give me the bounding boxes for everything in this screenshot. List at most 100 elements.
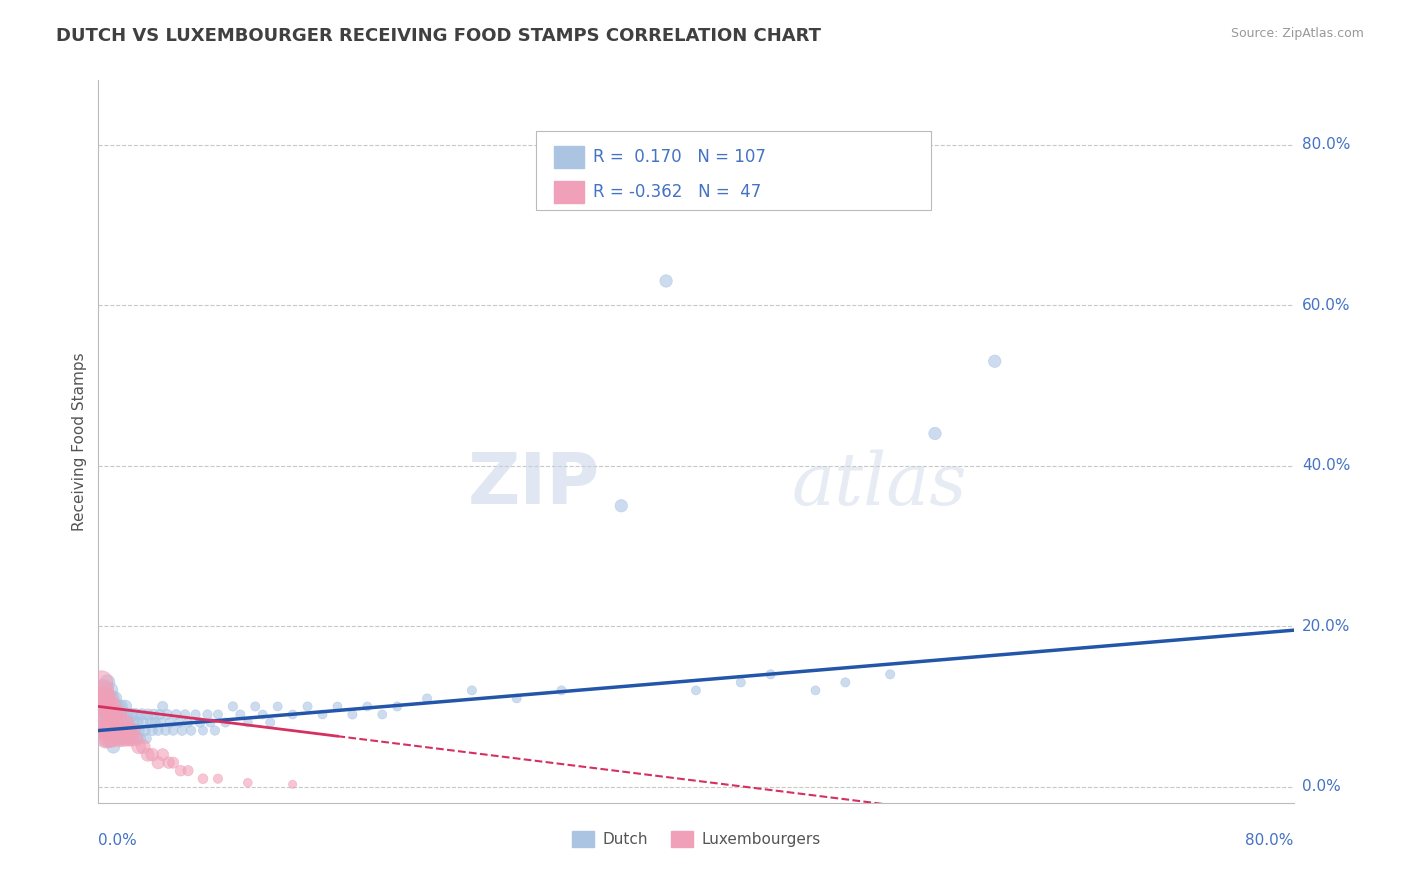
Point — [252, 707, 274, 722]
Text: R = -0.362   N =  47: R = -0.362 N = 47 — [593, 183, 761, 201]
Point — [730, 675, 752, 690]
Point — [834, 675, 856, 690]
Text: Source: ZipAtlas.com: Source: ZipAtlas.com — [1230, 27, 1364, 40]
Point — [177, 715, 200, 730]
Text: DUTCH VS LUXEMBOURGER RECEIVING FOOD STAMPS CORRELATION CHART: DUTCH VS LUXEMBOURGER RECEIVING FOOD STA… — [56, 27, 821, 45]
Point — [180, 723, 202, 738]
Point — [98, 707, 122, 722]
Point — [101, 715, 124, 730]
Point — [152, 699, 174, 714]
Point — [191, 723, 214, 738]
Point — [120, 707, 142, 722]
Point — [97, 699, 120, 714]
Point — [120, 731, 142, 746]
Point — [129, 731, 152, 746]
Point — [111, 731, 134, 746]
Point — [112, 715, 135, 730]
Point — [98, 683, 122, 698]
Point — [174, 707, 197, 722]
Point — [259, 715, 281, 730]
FancyBboxPatch shape — [536, 131, 931, 211]
Text: 0.0%: 0.0% — [98, 833, 138, 848]
Point — [132, 715, 155, 730]
Point — [115, 707, 138, 722]
Point — [112, 731, 135, 746]
Point — [134, 723, 156, 738]
Point — [101, 691, 124, 706]
Text: 80.0%: 80.0% — [1246, 833, 1294, 848]
Point — [103, 707, 125, 722]
Point — [104, 715, 127, 730]
Point — [550, 683, 572, 698]
Point — [93, 691, 115, 706]
Point — [162, 756, 184, 770]
Point — [105, 723, 128, 738]
Point — [94, 731, 117, 746]
Point — [125, 731, 148, 746]
Text: 80.0%: 80.0% — [1302, 137, 1350, 152]
Point — [150, 715, 173, 730]
Point — [110, 723, 132, 738]
Point — [804, 683, 827, 698]
Point — [281, 777, 304, 791]
Point — [156, 707, 179, 722]
Point — [984, 354, 1007, 368]
Point — [105, 707, 128, 722]
Point — [104, 723, 127, 738]
Point — [101, 699, 124, 714]
Point — [121, 723, 143, 738]
Point — [236, 715, 259, 730]
Point — [128, 739, 150, 754]
Point — [111, 723, 134, 738]
Point — [90, 675, 112, 690]
Point — [118, 723, 141, 738]
Point — [326, 699, 349, 714]
Point — [101, 731, 124, 746]
Point — [91, 683, 114, 698]
Text: 60.0%: 60.0% — [1302, 298, 1350, 312]
Point — [114, 699, 136, 714]
Text: 40.0%: 40.0% — [1302, 458, 1350, 473]
Point — [461, 683, 484, 698]
Point — [115, 723, 138, 738]
Point — [96, 723, 118, 738]
Point — [197, 707, 219, 722]
Point — [103, 739, 125, 754]
Point — [97, 731, 120, 746]
Point — [118, 723, 141, 738]
Point — [142, 707, 165, 722]
Point — [111, 707, 134, 722]
Point — [204, 723, 226, 738]
Point — [356, 699, 378, 714]
Point — [110, 715, 132, 730]
Point — [416, 691, 439, 706]
Point — [89, 691, 111, 706]
Point — [114, 723, 136, 738]
Point — [96, 675, 118, 690]
Point — [105, 731, 128, 746]
Point — [103, 715, 125, 730]
Point — [94, 691, 117, 706]
Point — [214, 715, 236, 730]
Point — [107, 723, 129, 738]
Point — [124, 723, 146, 738]
Point — [165, 707, 187, 722]
Point — [311, 707, 333, 722]
Text: 20.0%: 20.0% — [1302, 619, 1350, 633]
Point — [342, 707, 364, 722]
Point — [207, 707, 229, 722]
Point — [110, 699, 132, 714]
Text: R =  0.170   N = 107: R = 0.170 N = 107 — [593, 148, 766, 166]
Point — [924, 426, 946, 441]
Point — [108, 707, 131, 722]
Bar — [554, 181, 583, 203]
Point — [93, 723, 115, 738]
Point — [114, 715, 136, 730]
Point — [131, 707, 153, 722]
Point — [155, 723, 177, 738]
Point — [91, 699, 114, 714]
Point — [162, 723, 184, 738]
Point — [685, 683, 707, 698]
Point — [177, 764, 200, 778]
Point — [157, 756, 180, 770]
